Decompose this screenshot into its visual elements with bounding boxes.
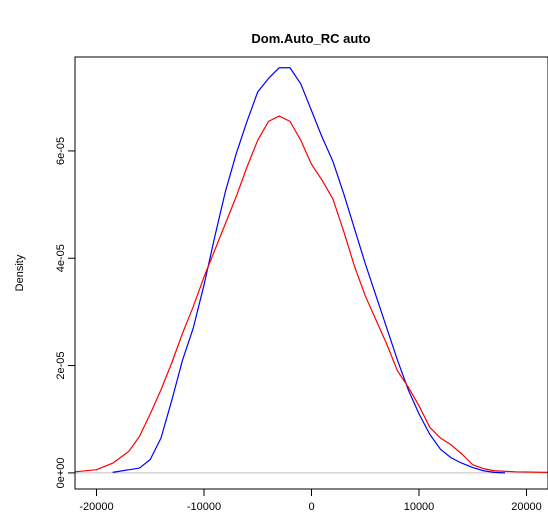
y-tick-label: 4e-05: [55, 244, 67, 272]
y-axis-label: Density: [14, 254, 26, 291]
x-axis: -20000 -10000 0 10000 20000: [79, 488, 542, 513]
chart-title: Dom.Auto_RC auto: [251, 31, 370, 46]
density-line-1: [112, 67, 506, 474]
x-tick-label: 10000: [404, 501, 435, 513]
y-tick-label: 6e-05: [55, 137, 67, 165]
x-tick-label: 20000: [511, 501, 542, 513]
y-axis: 0e+00 2e-05 4e-05 6e-05: [55, 137, 76, 488]
y-tick-label: 2e-05: [55, 352, 67, 380]
y-tick-label: 0e+00: [55, 457, 67, 488]
x-tick-label: -10000: [187, 501, 221, 513]
density-line-2: [75, 115, 548, 473]
x-tick-label: 0: [308, 501, 314, 513]
x-tick-label: -20000: [79, 501, 113, 513]
plot-area: [75, 67, 548, 474]
